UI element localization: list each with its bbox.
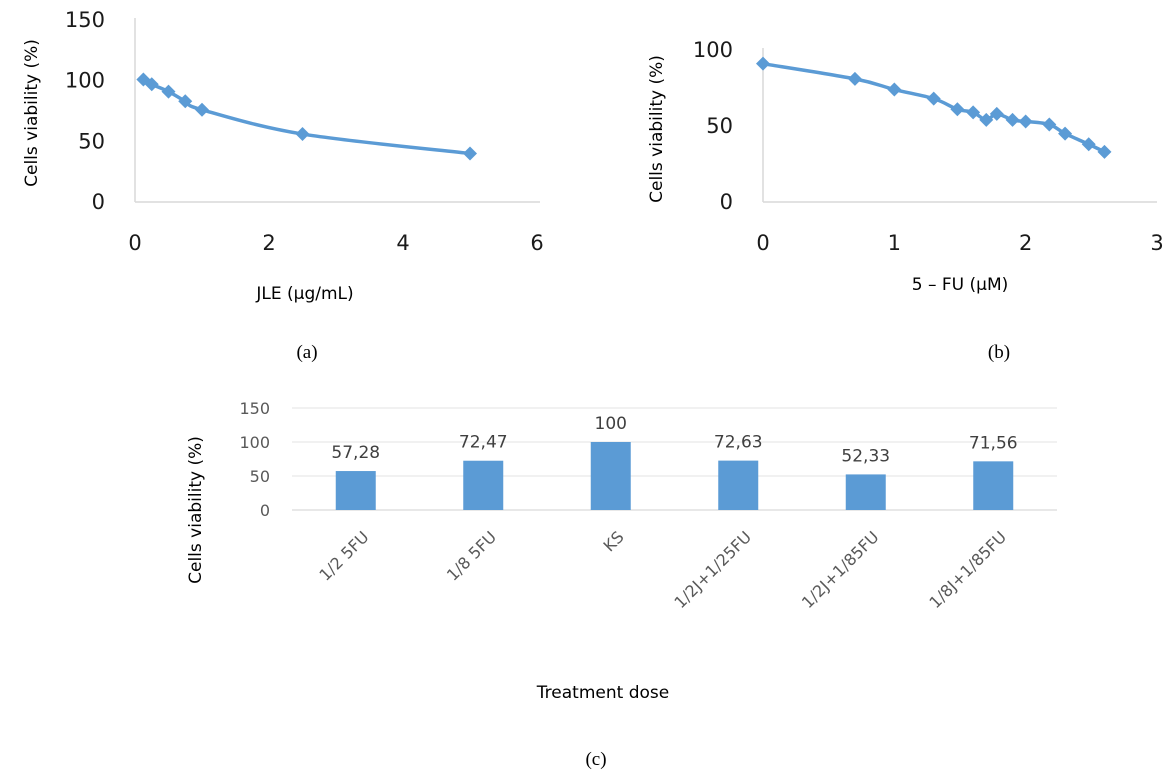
panel-b-data-point [966,105,981,120]
panel-c-bar [335,471,376,510]
panel-b-data-point [1042,117,1057,132]
panel-b-x-tick-label: 0 [756,231,769,255]
panel-c-x-tick-label: 1/2 5FU [315,527,372,584]
panel-c-data-label: 71,56 [969,433,1018,453]
panel-c-x-tick-label: 1/2J+1/25FU [670,527,755,612]
panel-a-x-tick-label: 2 [262,231,275,255]
panel-c-y-tick-label: 50 [250,467,270,486]
panel-b-data-point [1058,126,1073,141]
panel-a-x-tick-label: 6 [530,231,543,255]
panel-b-data-point [1097,144,1112,159]
panel-a-data-point [144,77,159,92]
panel-b-y-tick-label: 0 [720,190,733,214]
panel-c-data-label: 72,47 [459,433,508,453]
panel-b-x-tick-label: 3 [1150,231,1163,255]
panel-a-data-point [463,146,477,161]
panel-b-data-point [887,82,902,97]
panel-c-bar [463,460,504,510]
panel-c-x-tick-label: 1/8 5FU [443,527,500,584]
panel-b-caption: (b) [988,342,1010,363]
panel-c-x-tick-label: 1/2J+1/85FU [798,527,883,612]
panel-a-y-tick-label: 150 [65,8,105,32]
panel-b-series-line [761,61,1107,154]
panel-c-x-axis-label: Treatment dose [536,683,669,703]
panel-a-y-tick-label: 0 [92,190,105,214]
panel-a-y-axis-label: Cells viability (%) [22,39,42,187]
panel-c-data-label: 72,63 [714,433,763,453]
panel-b-data-point [950,102,965,117]
panel-a-data-point [161,84,176,99]
panel-c-data-label: 52,33 [841,446,890,466]
panel-c-y-axis-label: Cells viability (%) [186,436,206,584]
panel-b-x-tick-label: 1 [888,231,901,255]
panel-a-data-point [178,94,193,109]
panel-b-data-point [1081,137,1096,152]
panel-c-y-tick-label: 150 [239,399,270,418]
panel-b-y-axis-label: Cells viability (%) [647,55,667,203]
panel-a-x-tick-label: 0 [128,231,141,255]
panel-a-caption: (a) [296,342,317,363]
panel-a-y-tick-label: 100 [65,69,105,93]
panel-c-bar [973,461,1014,510]
panel-c-bar-chart: 0 50 100 150 57,28 72,47 100 72,63 52,33 71,56 1… [186,399,1057,770]
panel-a-x-axis-label: JLE (µg/mL) [255,284,353,304]
panel-a-x-tick-label: 4 [396,231,409,255]
panel-b-data-point [847,71,862,86]
panel-c-x-tick-label: KS [600,527,628,555]
panel-c-x-tick-label: 1/8J+1/85FU [925,527,1010,612]
panel-a-data-point [195,102,209,117]
panel-b-data-point [1018,114,1033,129]
panel-c-y-tick-label: 100 [239,433,270,452]
panel-c-data-label: 57,28 [331,443,380,463]
panel-a-data-point [295,127,310,142]
panel-b-data-point [1005,112,1020,127]
panel-a-series-line [141,77,472,156]
panel-b-data-point [756,56,770,71]
panel-c-bar [718,460,759,510]
panel-c-bar [590,442,631,510]
panel-b-line-chart: 0 50 100 0 1 2 3 Cells viability (%) 5 – FU (… [647,38,1164,363]
panel-a-y-tick-label: 50 [78,129,105,153]
panel-b-data-point [979,112,994,127]
panel-b-x-tick-label: 2 [1019,231,1032,255]
panel-b-x-axis-label: 5 – FU (µM) [912,275,1009,295]
panel-c-bar [845,474,886,510]
panel-c-y-tick-label: 0 [260,501,270,520]
panel-c-caption: (c) [585,749,606,770]
panel-c-data-label: 100 [595,414,627,434]
panel-b-data-point [926,91,941,106]
panel-b-y-tick-label: 50 [706,114,733,138]
panel-b-y-tick-label: 100 [693,38,733,62]
panel-a-line-chart: 0 50 100 150 0 2 4 6 Cells viability (%) JLE (… [22,8,544,363]
panel-b-data-point [989,106,1004,121]
